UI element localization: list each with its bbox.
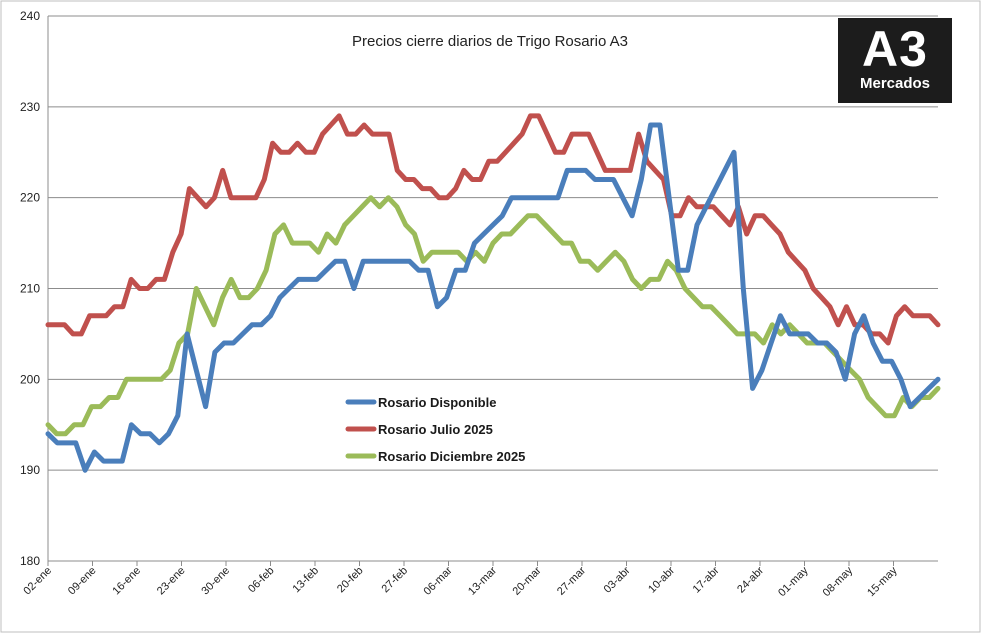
y-tick-label: 180 xyxy=(20,554,40,568)
a3-mercados-logo: A3 Mercados xyxy=(838,18,952,103)
logo-text-mercados: Mercados xyxy=(859,75,931,92)
logo-text-a3: A3 xyxy=(862,21,928,77)
y-tick-label: 240 xyxy=(20,9,40,23)
y-tick-label: 190 xyxy=(20,463,40,477)
legend-label-2: Rosario Diciembre 2025 xyxy=(378,449,525,464)
series-line-0 xyxy=(45,122,941,473)
y-tick-label: 220 xyxy=(20,191,40,205)
series-line-1 xyxy=(45,113,941,346)
legend: Rosario Disponible Rosario Julio 2025 Rosa… xyxy=(345,395,525,464)
y-tick-label: 210 xyxy=(20,282,40,296)
legend-label-1: Rosario Julio 2025 xyxy=(378,422,493,437)
series-lines xyxy=(45,113,941,473)
y-tick-label: 200 xyxy=(20,372,40,386)
chart-title: Precios cierre diarios de Trigo Rosario … xyxy=(352,33,628,50)
series-line-2 xyxy=(45,195,941,437)
y-tick-label: 230 xyxy=(20,100,40,114)
legend-label-0: Rosario Disponible xyxy=(378,395,496,410)
